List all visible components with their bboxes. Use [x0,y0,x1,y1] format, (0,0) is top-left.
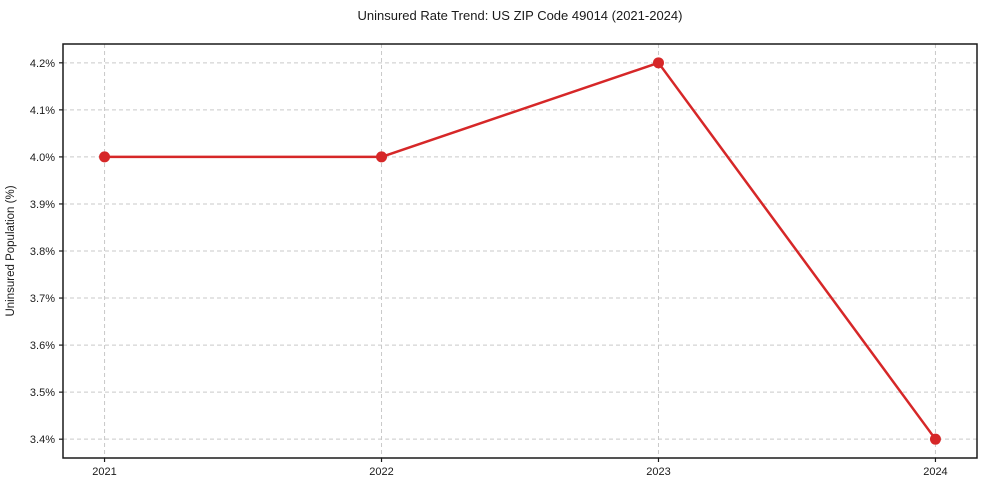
y-tick-label: 4.0% [30,152,55,164]
y-tick-label: 3.6% [30,340,55,352]
y-tick-label: 4.2% [30,58,55,70]
trend-line [103,61,937,441]
axis-ticks: 3.4% 3.5% 3.6% 3.7% 3.8% 3.9% 4.0% 4.1% 4.2% 2021… [30,58,948,478]
data-point-marker [99,151,111,163]
data-point-marker [652,57,664,69]
y-axis-label: Uninsured Population (%) [5,185,17,316]
data-point-marker [376,151,388,163]
y-tick-label: 3.4% [30,434,55,446]
data-series [99,57,941,445]
y-tick-label: 3.5% [30,387,55,399]
grid-lines [63,44,977,458]
plot-border [62,43,978,459]
y-tick-label: 3.8% [30,246,55,258]
y-tick-label: 4.1% [30,105,55,117]
chart-title: Uninsured Rate Trend: US ZIP Code 49014 … [358,8,683,23]
x-tick-label: 2023 [646,466,670,478]
y-tick-label: 3.9% [30,199,55,211]
x-tick-label: 2021 [92,466,116,478]
data-point-marker [929,433,941,445]
x-tick-label: 2022 [369,466,393,478]
x-tick-label: 2024 [923,466,947,478]
y-tick-label: 3.7% [30,293,55,305]
